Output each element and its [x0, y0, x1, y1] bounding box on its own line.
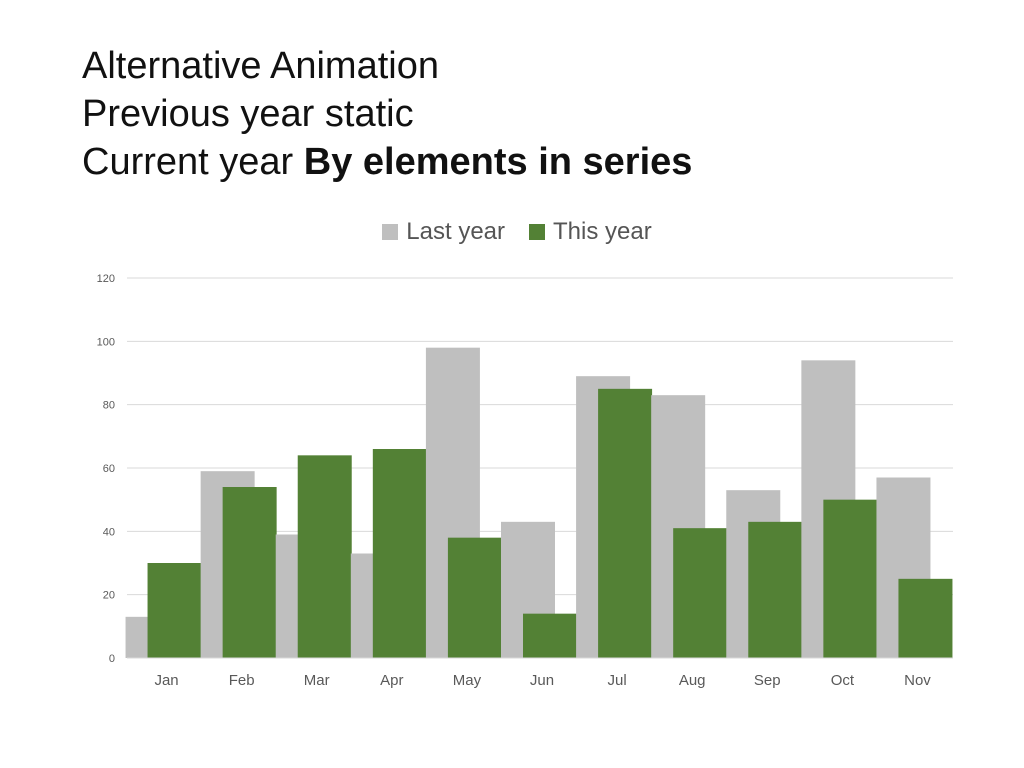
title-line-2: Previous year static [82, 93, 414, 135]
y-tick-label: 80 [103, 400, 115, 412]
bar-this-year-may [447, 537, 502, 658]
title-line-3-bold: By elements in series [303, 141, 693, 183]
title-line-3-prefix: Current year [82, 141, 304, 183]
legend-swatch-last-year [382, 224, 399, 240]
bar-this-year-apr [372, 449, 427, 658]
bar-this-year-jun [523, 613, 577, 658]
x-tick-label-jun: Jun [530, 672, 554, 689]
x-tick-label-apr: Apr [380, 672, 403, 689]
chart-legend: Last year This year [0, 218, 1024, 246]
legend-swatch-this-year [529, 224, 545, 240]
title-line-3: Current year By elements in series [82, 138, 692, 186]
x-tick-label-jul: Jul [607, 672, 626, 689]
bar-this-year-jan [147, 563, 202, 658]
bar-this-year-oct [823, 499, 878, 658]
x-tick-label-jan: Jan [154, 672, 178, 689]
legend-entry-last-year: Last year [382, 218, 505, 246]
legend-label-last-year: Last year [406, 218, 505, 245]
y-tick-label: 20 [103, 590, 115, 602]
bar-this-year-aug [673, 528, 728, 658]
legend-entry-this-year: This year [529, 218, 652, 246]
y-tick-label: 120 [97, 273, 115, 285]
bar-this-year-sep [748, 521, 803, 658]
x-tick-label-sep: Sep [754, 672, 781, 689]
y-tick-label: 100 [97, 336, 115, 348]
y-tick-label: 40 [103, 526, 115, 538]
bar-this-year-mar [297, 455, 352, 658]
slide-title: Alternative Animation Previous year stat… [82, 42, 692, 186]
legend-label-this-year: This year [553, 218, 652, 245]
x-tick-label-oct: Oct [831, 672, 855, 689]
x-tick-label-aug: Aug [679, 672, 706, 689]
bar-this-year-feb [222, 487, 277, 658]
y-tick-label: 0 [109, 653, 115, 665]
y-tick-label: 60 [103, 463, 115, 475]
bar-this-year-nov [898, 578, 953, 658]
x-tick-label-mar: Mar [304, 672, 330, 689]
x-tick-label-nov: Nov [904, 672, 931, 689]
title-line-1: Alternative Animation [82, 45, 439, 87]
x-tick-label-may: May [453, 672, 482, 689]
bar-this-year-jul [598, 388, 653, 658]
x-tick-label-feb: Feb [229, 672, 255, 689]
